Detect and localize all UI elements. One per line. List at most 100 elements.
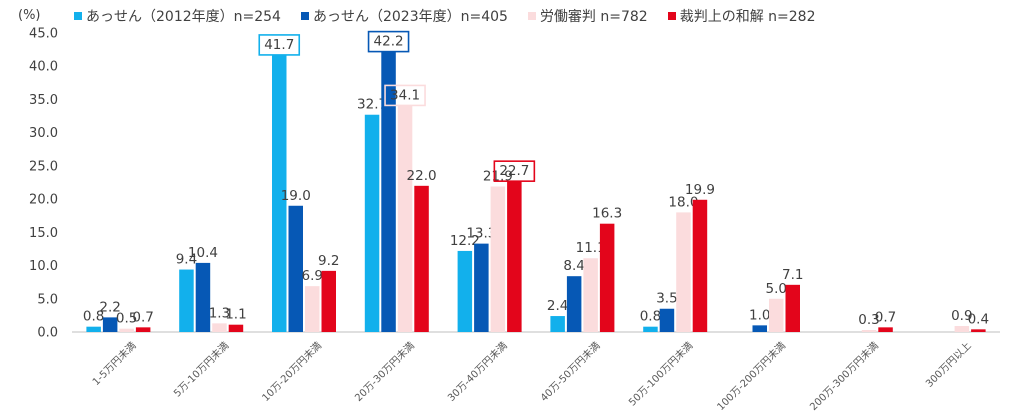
data-label: 34.1 [390,87,420,103]
y-tick-label: 40.0 [29,60,58,75]
bar-3-1 [119,328,134,332]
data-label: 13.3 [466,226,496,242]
data-label: 22.0 [407,168,437,184]
data-label: 0.7 [132,309,153,325]
data-label: 2.2 [99,299,120,315]
data-label: 10.4 [188,245,218,261]
bar-2-2 [195,262,211,332]
bar-2-3 [288,205,303,332]
x-tick-label: 200万-300万円未満 [808,340,881,413]
bar-4-4 [414,185,429,332]
x-tick-label: 300万円以上 [923,340,973,390]
data-label: 9.2 [318,253,339,269]
legend-swatch-series-4 [667,12,676,20]
bar-3-6 [583,258,598,332]
y-tick-label: 5.0 [37,292,58,307]
data-label: 16.3 [592,206,622,222]
data-label: 19.0 [281,188,311,204]
bar-2-7 [659,308,675,332]
data-label: 8.4 [563,258,584,274]
bar-2-5 [474,243,489,332]
legend-label-series-3: 労働審判 n=782 [539,9,648,25]
y-tick-label: 35.0 [29,93,58,108]
x-tick-label: 50万-100万円未満 [626,340,695,409]
bar-4-3 [321,270,336,332]
legend-item-series-2: あっせん（2023年度）n=405 [300,6,508,26]
data-label: 6.9 [302,268,323,284]
x-tick-label: 20万-30万円未満 [353,340,417,404]
bar-1-7 [643,326,658,332]
data-label: 3.5 [656,291,677,307]
bar-4-1 [135,327,151,332]
data-label: 5.0 [766,281,787,297]
y-axis-unit: (%) [18,8,41,23]
data-label: 12.2 [450,233,480,249]
bar-2-8 [752,325,767,332]
bar-1-5 [457,250,473,332]
data-label: 0.4 [968,311,989,327]
legend: あっせん（2012年度）n=254 あっせん（2023年度）n=405 労働審判… [74,6,836,26]
data-label: 18.0 [668,194,698,210]
data-label: 41.7 [264,37,294,53]
highlight-box [367,30,410,53]
highlight-box [384,84,426,107]
data-label: 1.0 [749,307,770,323]
bar-3-8 [769,298,784,332]
data-label: 0.5 [116,311,137,327]
data-label: 32.7 [357,97,387,113]
y-tick-label: 45.0 [29,27,58,42]
data-label: 1.1 [225,307,246,323]
data-label: 0.9 [951,308,972,324]
y-tick-label: 25.0 [29,159,58,174]
y-tick-label: 15.0 [29,226,58,241]
bar-4-5 [507,181,522,332]
x-tick-label: 30万-40万円未満 [445,340,509,404]
bar-4-8 [785,284,800,332]
bar-4-9 [878,327,893,332]
x-tick-label: 1-5万円未満 [90,340,138,388]
bar-2-1 [102,317,118,332]
y-tick-label: 20.0 [29,193,58,208]
data-label: 1.3 [209,305,230,321]
bar-4-10 [971,329,986,332]
legend-swatch-series-2 [300,12,309,20]
data-label: 22.7 [499,163,529,179]
bar-3-7 [676,212,691,332]
y-tick-label: 0.0 [37,326,58,341]
bar-3-3 [305,286,320,332]
highlight-box [258,34,301,56]
bar-3-4 [397,105,413,333]
data-label: 9.4 [176,252,197,268]
data-label: 0.8 [640,309,661,325]
data-label: 11.1 [576,240,606,256]
bar-3-10 [954,326,970,332]
legend-label-series-2: あっせん（2023年度）n=405 [312,9,508,25]
bar-2-4 [381,51,396,333]
highlight-box [493,160,536,182]
legend-item-series-1: あっせん（2012年度）n=254 [74,6,281,26]
bar-3-2 [212,323,227,332]
legend-swatch-series-3 [527,12,536,20]
legend-label-series-4: 裁判上の和解 n=282 [679,9,816,25]
data-label: 42.2 [374,34,404,50]
bar-1-1 [86,326,101,332]
bar-4-7 [692,199,708,332]
legend-item-series-4: 裁判上の和解 n=282 [667,6,816,26]
bar-4-2 [228,324,244,332]
data-label: 0.7 [875,309,896,325]
bar-2-6 [566,276,582,332]
legend-label-series-1: あっせん（2012年度）n=254 [86,9,281,25]
x-tick-label: 5万-10万円未満 [171,340,231,400]
x-tick-label: 10万-20万円未満 [260,340,324,404]
bar-4-6 [599,223,615,332]
x-tick-label: 40万-50万円未満 [538,340,602,404]
legend-swatch-series-1 [74,12,82,20]
x-tick-label: 100万-200万円未満 [715,340,788,413]
y-tick-label: 30.0 [29,126,58,141]
bar-3-9 [861,330,877,332]
data-label: 2.4 [547,298,568,314]
data-label: 0.3 [858,312,879,328]
bar-1-2 [179,269,194,332]
